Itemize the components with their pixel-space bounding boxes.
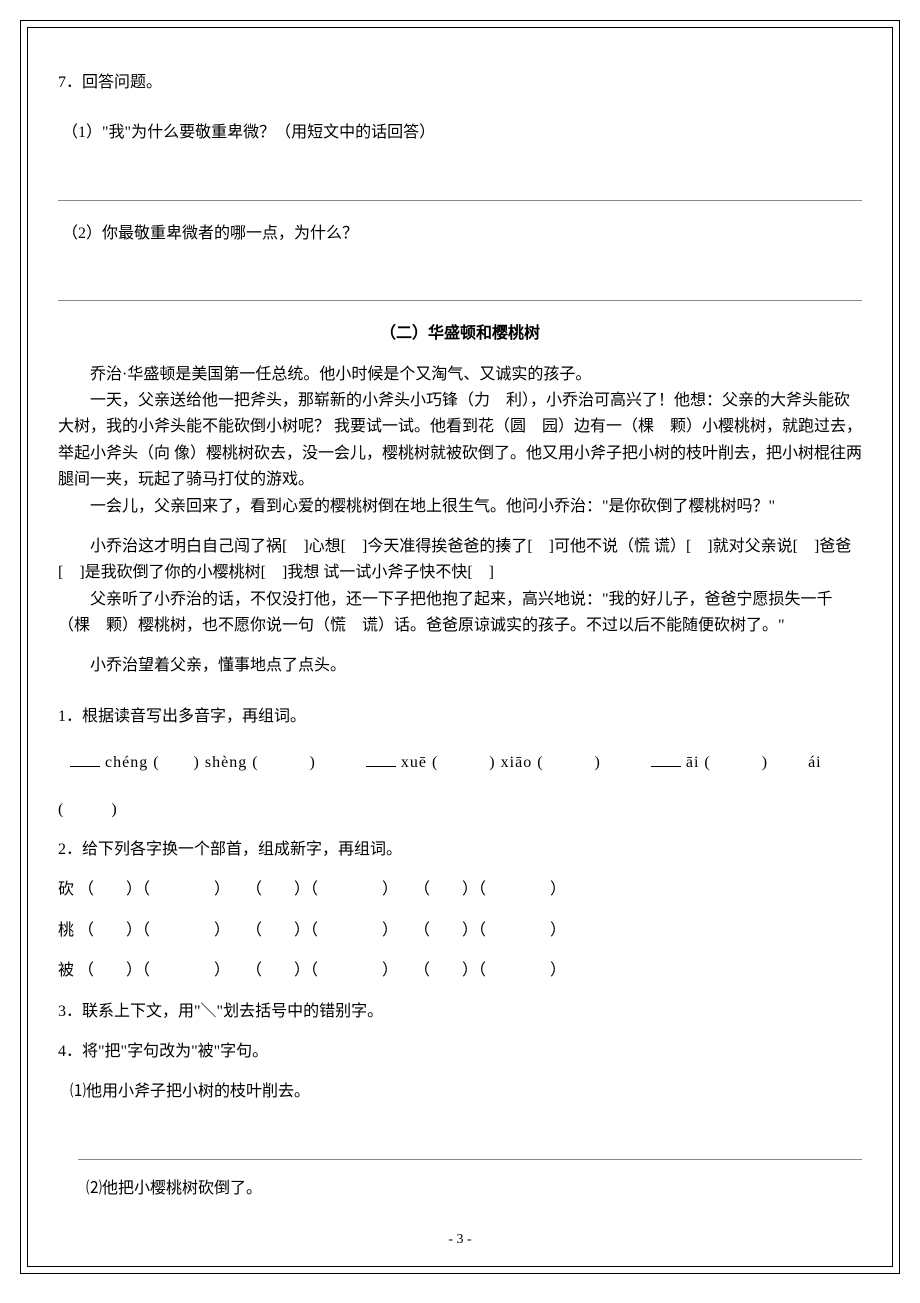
- outer-border: 7．回答问题。 （1）"我"为什么要敬重卑微？（用短文中的话回答） （2）你最敬…: [20, 20, 900, 1274]
- answer-line-3: [78, 1136, 862, 1160]
- para-6: 小乔治望着父亲，懂事地点了点头。: [58, 653, 862, 679]
- pinyin-cheng: chéng ( ): [105, 754, 200, 771]
- passage-body-2: 小乔治这才明白自己闯了祸[ ]心想[ ]今天准得挨爸爸的揍了[ ]可他不说（慌 …: [58, 534, 862, 640]
- q7-sub2: （2）你最敬重卑微者的哪一点，为什么？: [58, 219, 862, 249]
- pinyin-ai2: ái: [808, 754, 822, 771]
- q7-title: 7．回答问题。: [58, 68, 862, 98]
- pinyin-xue: xuē ( ): [401, 754, 496, 771]
- q4-s2: ⑵他把小樱桃树砍倒了。: [58, 1174, 862, 1204]
- page-number: - 3 -: [28, 1232, 892, 1248]
- para-1: 乔治·华盛顿是美国第一任总统。他小时候是个又淘气、又诚实的孩子。: [58, 362, 862, 388]
- pinyin-xiao: xiāo ( ): [501, 754, 601, 771]
- pinyin-sheng: shèng ( ): [205, 754, 316, 771]
- q2-row2: 桃 （ ）（ ） （ ）（ ） （ ）（ ）: [58, 916, 862, 946]
- q4-title: 4．将"把"字句改为"被"字句。: [58, 1037, 862, 1067]
- q2-row1: 砍 （ ）（ ） （ ）（ ） （ ）（ ）: [58, 875, 862, 905]
- q2-title: 2．给下列各字换一个部首，组成新字，再组词。: [58, 835, 862, 865]
- para-2: 一天，父亲送给他一把斧头，那崭新的小斧头小巧锋（力 利），小乔治可高兴了！他想：…: [58, 388, 862, 494]
- passage-body: 乔治·华盛顿是美国第一任总统。他小时候是个又淘气、又诚实的孩子。 一天，父亲送给…: [58, 362, 862, 520]
- q2-cells1: （ ）（ ） （ ）（ ） （ ）（ ）: [78, 881, 566, 898]
- q1-title: 1．根据读音写出多音字，再组词。: [58, 702, 862, 732]
- blank-underscore-2: [366, 766, 396, 767]
- q2-cells2: （ ）（ ） （ ）（ ） （ ）（ ）: [78, 922, 566, 939]
- q1-ai2-bracket: ( ): [58, 795, 862, 825]
- q3: 3．联系上下文，用"＼"划去括号中的错别字。: [58, 997, 862, 1027]
- para-5: 父亲听了小乔治的话，不仅没打他，还一下子把他抱了起来，高兴地说："我的好儿子，爸…: [58, 587, 862, 640]
- blank-underscore-3: [651, 766, 681, 767]
- q2-char2: 桃: [58, 922, 74, 939]
- q4-s1: ⑴他用小斧子把小树的枝叶削去。: [58, 1077, 862, 1107]
- answer-line-2: [58, 277, 862, 301]
- blank-underscore-1: [70, 766, 100, 767]
- para-3: 一会儿，父亲回来了，看到心爱的樱桃树倒在地上很生气。他问小乔治："是你砍倒了樱桃…: [58, 494, 862, 520]
- pinyin-ai1: āi ( ): [686, 754, 768, 771]
- inner-border: 7．回答问题。 （1）"我"为什么要敬重卑微？（用短文中的话回答） （2）你最敬…: [27, 27, 893, 1267]
- page-content: 7．回答问题。 （1）"我"为什么要敬重卑微？（用短文中的话回答） （2）你最敬…: [58, 68, 862, 1204]
- answer-line-1: [58, 177, 862, 201]
- q2-char3: 被: [58, 962, 74, 979]
- para-4: 小乔治这才明白自己闯了祸[ ]心想[ ]今天准得挨爸爸的揍了[ ]可他不说（慌 …: [58, 534, 862, 587]
- q2-cells3: （ ）（ ） （ ）（ ） （ ）（ ）: [78, 962, 566, 979]
- q7-sub1: （1）"我"为什么要敬重卑微？（用短文中的话回答）: [58, 118, 862, 148]
- q2-row3: 被 （ ）（ ） （ ）（ ） （ ）（ ）: [58, 956, 862, 986]
- passage-body-3: 小乔治望着父亲，懂事地点了点头。: [58, 653, 862, 679]
- passage-title: （二）华盛顿和樱桃树: [58, 319, 862, 349]
- q1-pinyin-row: chéng ( ) shèng ( ) xuē ( ) xiāo ( ) āi …: [58, 748, 862, 778]
- q2-char1: 砍: [58, 881, 74, 898]
